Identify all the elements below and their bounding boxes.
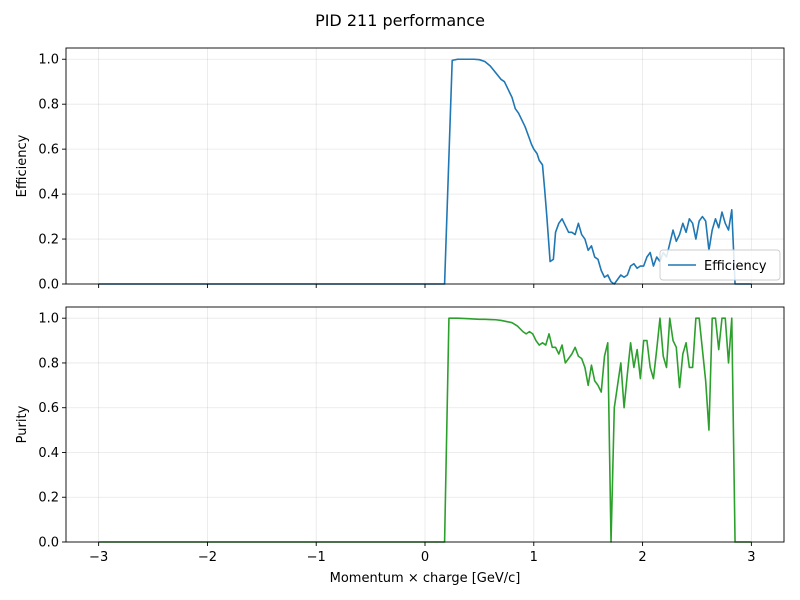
y-tick-label: 0.4 xyxy=(38,188,59,203)
y-tick-label: 0.0 xyxy=(38,536,59,551)
y-tick-label: 0.0 xyxy=(38,278,59,293)
y-tick-label: 0.2 xyxy=(38,233,59,248)
x-tick-label: −1 xyxy=(307,550,326,565)
x-tick-label: 0 xyxy=(421,550,429,565)
grid xyxy=(66,307,784,543)
y-tick: 0.8 xyxy=(38,98,66,113)
y-axis-label: Efficiency xyxy=(15,134,30,197)
y-tick: 0.8 xyxy=(38,356,66,371)
x-axis-label: Momentum × charge [GeV/c] xyxy=(330,571,521,586)
x-tick-label: 1 xyxy=(530,550,538,565)
y-tick: 0.6 xyxy=(38,143,66,158)
x-tick: 3 xyxy=(747,542,756,565)
series-line-efficiency xyxy=(98,58,752,285)
figure-title: PID 211 performance xyxy=(315,11,485,30)
y-tick-label: 0.4 xyxy=(38,446,59,461)
legend: Efficiency xyxy=(659,249,781,281)
y-tick: 0.4 xyxy=(38,446,66,461)
x-tick-label: −2 xyxy=(198,550,217,565)
panel-efficiency: 0.0 0.2 0.4 0.6 0.8 1.0 Efficiency Efficiency xyxy=(15,47,785,293)
y-tick-label: 0.8 xyxy=(38,356,59,371)
y-axis-label: Purity xyxy=(15,405,30,443)
panel-purity: −3 −2 −1 0 1 2 3 0.0 0.2 0.4 0.6 0.8 1.0 Purity Moment… xyxy=(15,306,785,586)
y-tick: 0.0 xyxy=(38,278,66,293)
legend-box xyxy=(659,249,781,281)
x-tick: −3 xyxy=(89,542,108,565)
x-tick-label: −3 xyxy=(89,550,108,565)
y-tick-label: 0.2 xyxy=(38,491,59,506)
y-tick: 0.2 xyxy=(38,233,66,248)
x-tick-label: 3 xyxy=(747,550,755,565)
grid xyxy=(66,48,784,285)
x-tick: 1 xyxy=(530,542,538,565)
series-line-purity xyxy=(98,317,752,543)
legend-label: Efficiency xyxy=(704,259,767,274)
y-tick-label: 0.6 xyxy=(38,143,59,158)
x-tick: −1 xyxy=(307,542,326,565)
y-tick: 0.6 xyxy=(38,401,66,416)
y-tick-label: 1.0 xyxy=(38,53,59,68)
y-tick-label: 0.6 xyxy=(38,401,59,416)
x-tick: 0 xyxy=(421,542,429,565)
x-tick-label: 2 xyxy=(638,550,646,565)
y-tick: 0.2 xyxy=(38,491,66,506)
x-tick: 2 xyxy=(638,542,647,565)
y-tick-label: 0.8 xyxy=(38,98,59,113)
x-tick: −2 xyxy=(198,542,217,565)
y-tick: 1.0 xyxy=(38,312,66,327)
panels: 0.0 0.2 0.4 0.6 0.8 1.0 Efficiency Efficiency −3… xyxy=(15,47,785,586)
y-tick-label: 1.0 xyxy=(38,312,59,327)
y-tick: 0.0 xyxy=(38,536,66,551)
y-tick: 0.4 xyxy=(38,188,66,203)
y-tick: 1.0 xyxy=(38,53,66,68)
